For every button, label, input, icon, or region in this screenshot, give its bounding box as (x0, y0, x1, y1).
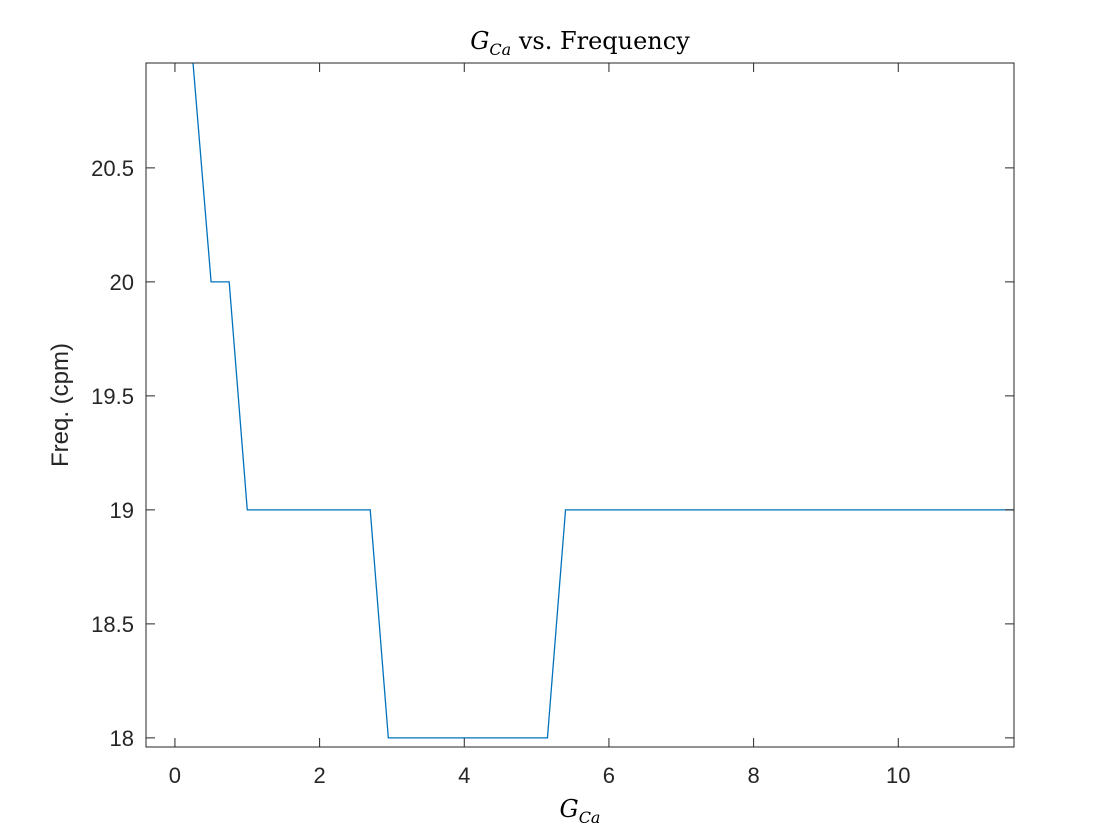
plot-background (146, 63, 1014, 747)
chart-title-symbol: G (470, 27, 489, 55)
series-layer (192, 62, 1014, 739)
x-tick-label: 4 (458, 763, 470, 788)
chart-title-rest: vs. Frequency (511, 27, 690, 55)
plot-frame (145, 62, 1015, 748)
x-axis-label: GCa (560, 795, 601, 827)
x-tick-label: 2 (313, 763, 325, 788)
y-axis-label: Freq. (cpm) (47, 343, 74, 467)
y-tick-label: 20 (110, 270, 134, 295)
y-tick-label: 19 (110, 498, 134, 523)
x-tick-label: 10 (886, 763, 910, 788)
y-tick-label: 19.5 (91, 384, 134, 409)
x-tick-label: 0 (169, 763, 181, 788)
x-axis-label-subscript: Ca (579, 808, 601, 827)
x-axis-label-symbol: G (560, 795, 579, 823)
series-line (192, 62, 1014, 739)
chart-title: GCa vs. Frequency (470, 27, 690, 59)
x-tick-label: 6 (603, 763, 615, 788)
y-tick-label: 18 (110, 726, 134, 751)
tick-layer: 0 2 4 6 8 10 18 18.5 19 19.5 20 20.5 (91, 63, 1014, 788)
chart-title-subscript: Ca (489, 40, 511, 59)
y-tick-label: 18.5 (91, 612, 134, 637)
y-tick-label: 20.5 (91, 156, 134, 181)
x-tick-label: 8 (747, 763, 759, 788)
